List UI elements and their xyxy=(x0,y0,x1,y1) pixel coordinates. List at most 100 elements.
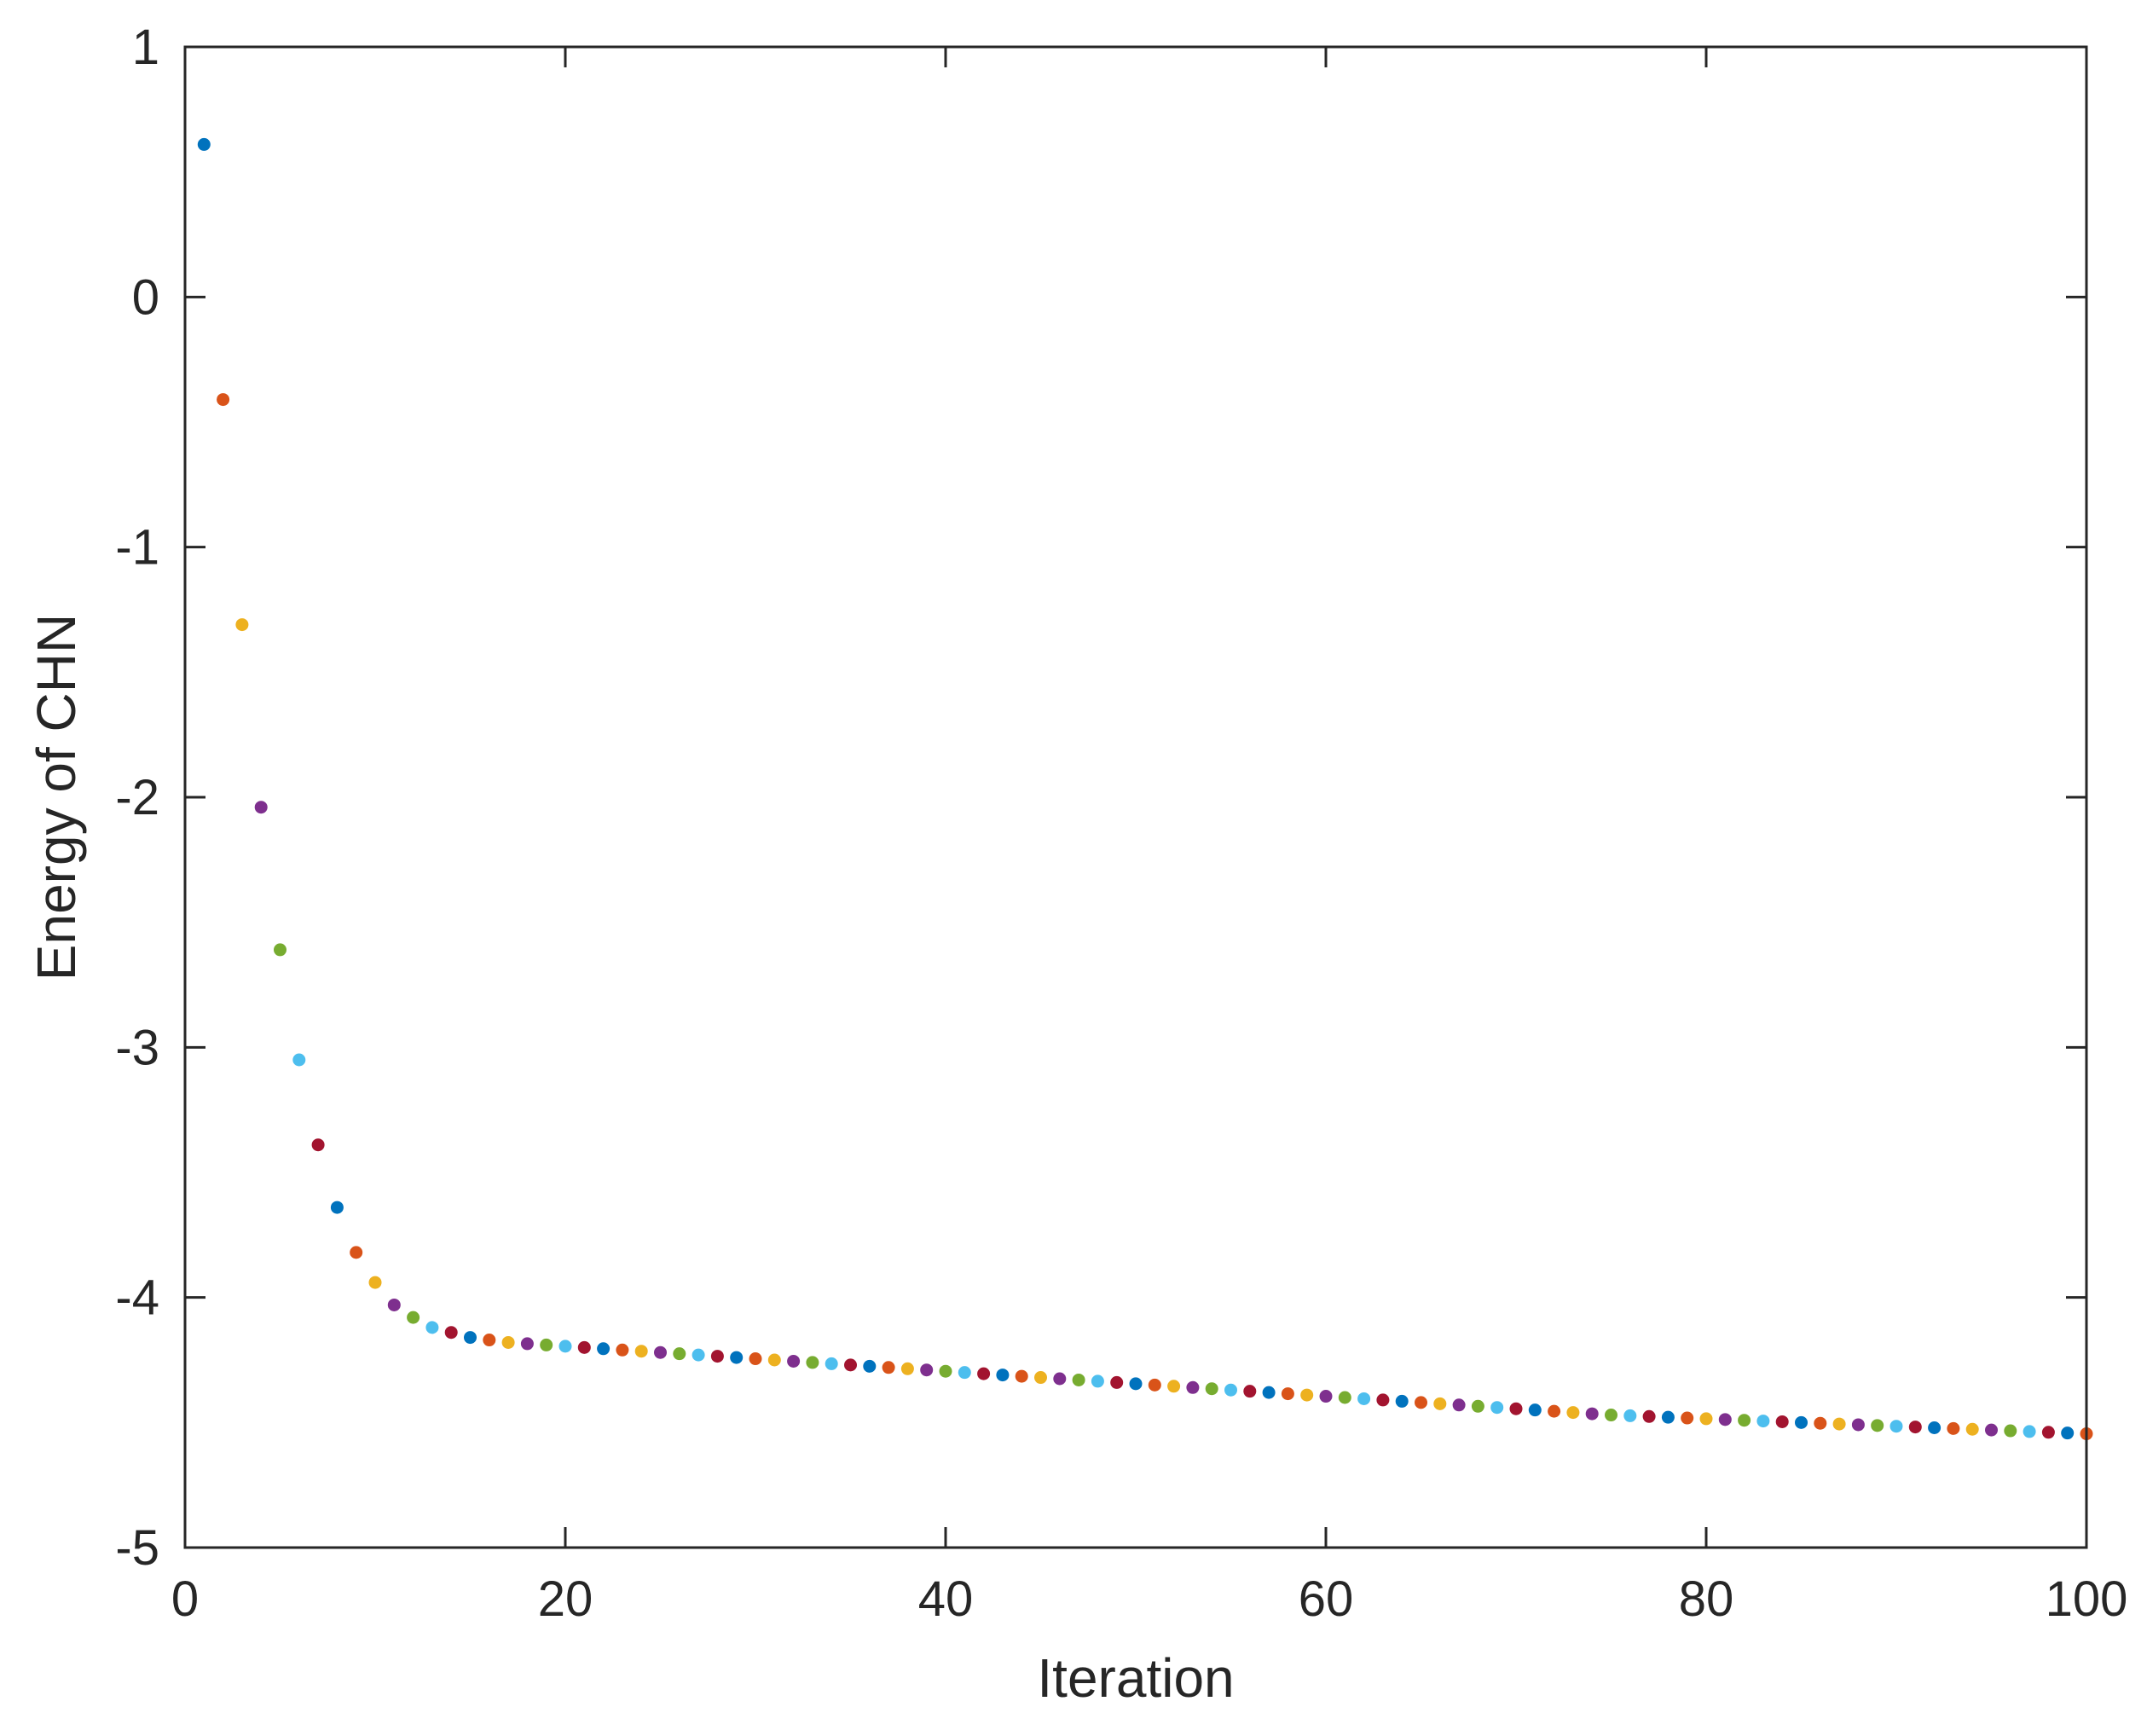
data-point xyxy=(1642,1409,1656,1423)
data-point xyxy=(1300,1388,1314,1402)
data-point xyxy=(1357,1392,1371,1405)
x-axis-label: Iteration xyxy=(1037,1647,1234,1709)
tick-labels: 0 20 40 60 80 100 -5 -4 -3 -2 -1 0 1 xyxy=(115,20,2127,1627)
data-point xyxy=(501,1335,515,1349)
data-point xyxy=(254,801,268,814)
plot-frame xyxy=(183,45,2088,1549)
data-point xyxy=(1851,1418,1865,1432)
data-point xyxy=(483,1334,496,1347)
data-point xyxy=(1452,1398,1466,1412)
x-tick-label: 40 xyxy=(918,1571,974,1627)
data-point xyxy=(1471,1399,1484,1413)
data-point xyxy=(350,1246,363,1259)
y-tick-label: -4 xyxy=(115,1270,159,1326)
data-point xyxy=(1129,1377,1143,1391)
x-tick-label: 20 xyxy=(538,1571,593,1627)
data-point xyxy=(1699,1412,1713,1426)
data-point xyxy=(540,1338,553,1351)
data-point xyxy=(1889,1420,1903,1433)
data-point xyxy=(1795,1415,1808,1429)
data-point xyxy=(1528,1403,1542,1417)
data-point xyxy=(634,1345,648,1358)
data-point xyxy=(1585,1407,1599,1421)
data-point xyxy=(939,1364,952,1378)
data-point xyxy=(1262,1386,1276,1399)
data-point xyxy=(1509,1402,1523,1415)
data-point xyxy=(1091,1374,1104,1388)
data-point xyxy=(1110,1375,1124,1389)
data-point xyxy=(863,1359,877,1373)
data-point xyxy=(368,1276,382,1289)
data-point xyxy=(387,1298,401,1311)
data-point xyxy=(844,1358,857,1372)
data-point xyxy=(1566,1406,1580,1420)
data-point xyxy=(692,1348,705,1362)
x-tick-label: 80 xyxy=(1679,1571,1734,1627)
data-point xyxy=(825,1357,838,1370)
data-point xyxy=(292,1053,306,1067)
data-point xyxy=(197,137,211,151)
x-tick-label: 60 xyxy=(1299,1571,1354,1627)
data-point xyxy=(217,393,230,407)
y-tick-label: 1 xyxy=(132,20,159,75)
data-point xyxy=(1605,1409,1617,1422)
data-point xyxy=(2004,1424,2017,1438)
data-point xyxy=(1681,1411,1694,1425)
data-point xyxy=(1718,1413,1732,1426)
data-point xyxy=(235,618,249,632)
data-point xyxy=(882,1361,895,1374)
data-point xyxy=(1548,1404,1561,1418)
data-point xyxy=(1832,1417,1846,1431)
data-point xyxy=(1224,1383,1237,1397)
data-point xyxy=(1871,1419,1884,1432)
data-point xyxy=(1376,1393,1390,1407)
data-point xyxy=(1395,1394,1409,1408)
data-point xyxy=(654,1345,667,1359)
data-point xyxy=(1965,1422,1979,1436)
x-tick-label: 0 xyxy=(171,1571,199,1627)
y-tick-label: -3 xyxy=(115,1020,159,1075)
data-point xyxy=(1985,1423,1998,1437)
y-tick-label: -5 xyxy=(115,1520,159,1576)
data-point xyxy=(1623,1409,1637,1422)
data-point xyxy=(1243,1385,1257,1398)
data-point xyxy=(1490,1401,1504,1415)
data-point xyxy=(464,1331,477,1345)
data-point xyxy=(673,1347,686,1361)
data-point xyxy=(616,1343,629,1357)
data-point xyxy=(1775,1415,1789,1428)
data-point xyxy=(1814,1416,1827,1430)
data-point xyxy=(444,1326,458,1340)
data-point xyxy=(1908,1421,1922,1434)
data-point xyxy=(1072,1373,1085,1386)
data-point xyxy=(1034,1371,1047,1385)
x-tick-label: 100 xyxy=(2046,1571,2128,1627)
data-point xyxy=(577,1340,591,1354)
data-point xyxy=(425,1321,439,1334)
data-point xyxy=(749,1352,762,1366)
data-point xyxy=(330,1201,344,1214)
data-points xyxy=(197,137,2093,1441)
data-point xyxy=(1281,1387,1294,1401)
data-point xyxy=(1661,1410,1675,1424)
data-point xyxy=(977,1367,991,1380)
data-point xyxy=(2041,1426,2055,1439)
data-point xyxy=(806,1356,819,1369)
data-point xyxy=(520,1337,534,1351)
data-point xyxy=(407,1311,420,1324)
data-point xyxy=(787,1354,801,1368)
y-tick-label: -2 xyxy=(115,770,159,825)
data-point xyxy=(597,1342,611,1356)
data-point xyxy=(1415,1396,1427,1409)
data-point xyxy=(900,1362,914,1375)
data-point xyxy=(274,943,286,957)
data-point xyxy=(767,1353,781,1367)
data-point xyxy=(1947,1421,1960,1435)
data-point xyxy=(958,1366,971,1380)
data-point xyxy=(1186,1380,1200,1394)
data-point xyxy=(1433,1397,1447,1410)
data-point xyxy=(1205,1382,1218,1396)
y-tick-label: 0 xyxy=(132,269,159,325)
data-point xyxy=(1738,1414,1751,1427)
